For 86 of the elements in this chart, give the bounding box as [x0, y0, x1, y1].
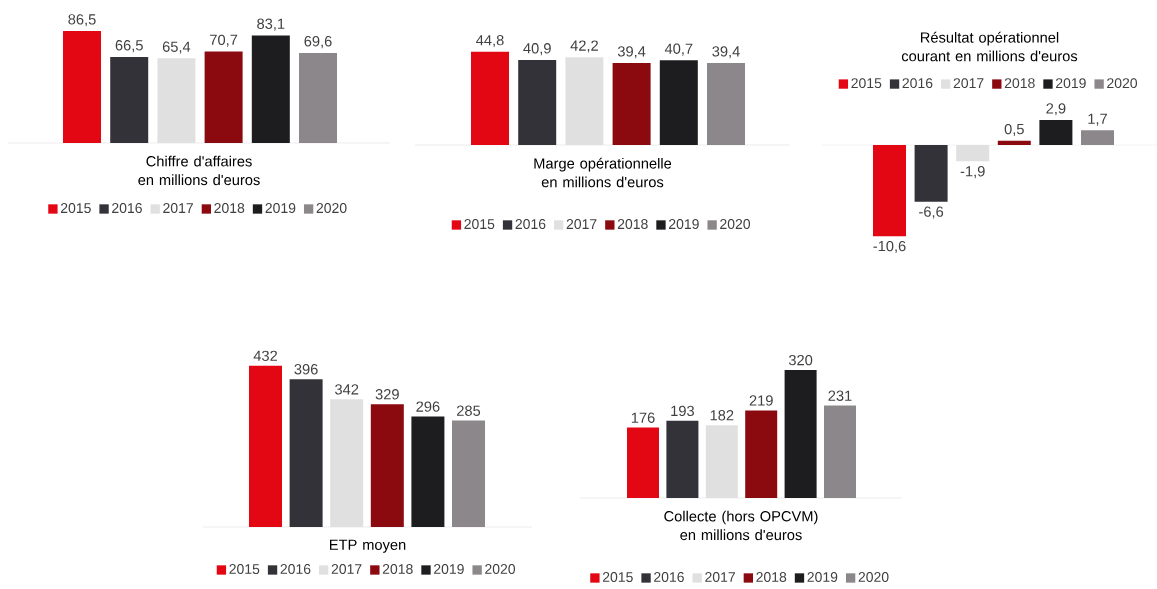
data-label: 40,9 [523, 43, 551, 56]
legend-label: 2015 [851, 78, 882, 89]
data-label: 396 [294, 364, 318, 375]
legend-label: 2017 [953, 78, 984, 89]
data-label: 40,7 [664, 43, 693, 56]
legend-label: 2018 [214, 203, 245, 214]
data-label: -6,6 [919, 206, 944, 219]
legend-label: 2019 [669, 219, 699, 230]
legend-label: 2018 [382, 564, 413, 575]
data-label: 44,8 [476, 34, 504, 48]
legend-label: 2015 [229, 564, 260, 575]
legend-label: 2016 [654, 572, 684, 583]
data-label: 2,9 [1046, 103, 1066, 116]
data-label: 176 [631, 412, 655, 423]
legend-label: 2020 [316, 203, 347, 214]
data-label: 66,5 [115, 40, 143, 53]
data-label: 65,4 [162, 41, 191, 54]
legend-label: 2017 [566, 219, 597, 230]
legend-label: 2018 [617, 219, 648, 230]
legend-label: 2020 [858, 572, 889, 583]
data-label: 83,1 [257, 18, 285, 31]
data-label: 1,7 [1088, 113, 1107, 126]
x-axis-title: Collecte (hors OPCVM) en millions d'euros [664, 510, 818, 541]
x-axis-title: ETP moyen [330, 539, 406, 553]
legend-label: 2020 [720, 219, 751, 230]
bar [784, 369, 817, 498]
bar [745, 410, 778, 498]
data-label: 70,7 [210, 34, 238, 47]
data-label: 231 [828, 390, 852, 401]
data-label: 182 [710, 410, 734, 421]
bar [666, 420, 699, 498]
x-axis-title: Chiffre d'affaires en millions d'euros [138, 155, 260, 186]
data-label: 0,5 [1004, 123, 1024, 136]
chart-title: Résultat opérationnel courant en millions d'euros [901, 31, 1078, 62]
data-label: 285 [457, 405, 481, 416]
bar [370, 404, 404, 527]
bar [110, 56, 149, 143]
data-label: -1,9 [960, 166, 985, 179]
bar [63, 31, 102, 143]
data-label: 342 [335, 384, 359, 395]
data-label: 86,5 [68, 14, 96, 27]
legend-label: 2015 [60, 203, 91, 214]
legend-label: 2017 [331, 564, 362, 575]
data-label: 69,6 [304, 36, 332, 49]
legend-label: 2018 [1004, 78, 1035, 89]
bar [997, 140, 1031, 145]
bar [251, 35, 290, 143]
bar [824, 405, 856, 498]
legend-label: 2018 [756, 572, 787, 583]
legend-label: 2016 [280, 564, 311, 575]
bar [627, 427, 660, 498]
legend-label: 2016 [515, 219, 546, 230]
data-label: 432 [253, 350, 278, 361]
data-label: 320 [788, 354, 813, 366]
bar [1039, 120, 1073, 145]
bar [204, 51, 243, 143]
bar [1081, 130, 1114, 145]
data-label: 39,4 [712, 46, 740, 59]
data-label: 39,4 [617, 46, 646, 59]
legend-label: 2017 [163, 203, 193, 214]
data-label: 219 [749, 395, 773, 406]
legend-label: 2019 [1056, 78, 1086, 89]
bar [452, 420, 486, 527]
legend-label: 2015 [464, 219, 495, 230]
bar [411, 416, 445, 527]
legend-label: 2020 [1107, 78, 1138, 89]
legend-label: 2017 [705, 572, 735, 583]
legend-label: 2015 [602, 572, 633, 583]
legend-label: 2019 [434, 564, 464, 575]
legend-label: 2020 [485, 564, 516, 575]
legend-label: 2019 [265, 203, 296, 214]
bar [873, 144, 906, 237]
data-label: 193 [671, 405, 694, 417]
data-label: 296 [416, 401, 440, 412]
data-label: 329 [375, 389, 399, 400]
legend-label: 2019 [807, 572, 838, 583]
x-axis-title: Marge opérationnelle en millions d'euros [534, 157, 672, 188]
data-label: 42,2 [570, 40, 598, 53]
bar [956, 144, 990, 162]
bar [914, 144, 948, 202]
legend-label: 2016 [902, 78, 933, 89]
bar [299, 52, 338, 143]
data-label: -10,6 [873, 240, 906, 253]
bar [249, 365, 283, 527]
bar [289, 379, 323, 527]
legend-label: 2016 [112, 203, 142, 214]
